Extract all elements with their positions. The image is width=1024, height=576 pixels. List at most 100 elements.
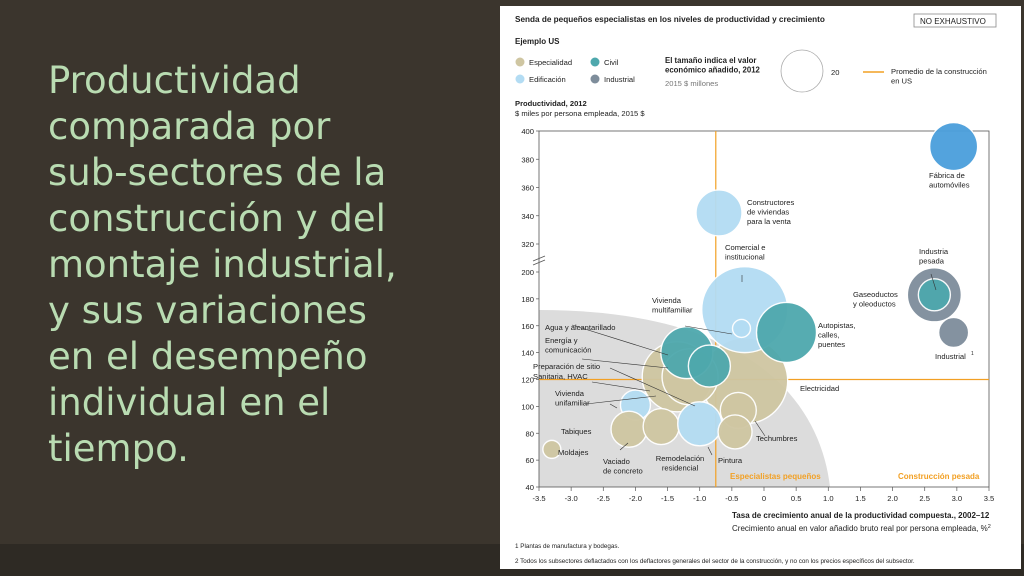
legend-label: Edificación xyxy=(529,75,566,84)
legend-label: Industrial xyxy=(604,75,635,84)
bubble xyxy=(687,344,732,388)
leader-line xyxy=(571,324,669,356)
quadrant-label-left: Especialistas pequeños xyxy=(730,472,821,481)
leader-line xyxy=(619,442,629,451)
axis-break-mark xyxy=(532,259,546,266)
point-label: Comercial e xyxy=(725,243,766,252)
chart-legend: Especialidad Civil Edificación Industrial El… xyxy=(515,49,987,93)
point-label: institucional xyxy=(725,253,765,262)
bubble xyxy=(695,189,743,237)
point-label: Tabiques xyxy=(561,427,592,436)
legend-swatch xyxy=(590,57,600,67)
bubble xyxy=(917,278,952,312)
x-tick-label: 0 xyxy=(762,494,766,503)
point-label: Industrial xyxy=(935,352,966,361)
leader-line xyxy=(754,420,766,437)
y-tick-label: 80 xyxy=(526,429,534,438)
point-label: Fábrica de xyxy=(929,171,965,180)
y-tick-label: 320 xyxy=(521,240,534,249)
point-label: para la venta xyxy=(747,217,792,226)
point-label: Vaciado xyxy=(603,457,630,466)
point-label: Autopistas, xyxy=(818,321,856,330)
point-label: comunicación xyxy=(545,346,591,355)
badge-box xyxy=(913,13,997,28)
x-tick-label: -0.5 xyxy=(725,494,738,503)
point-label: y oleoductos xyxy=(853,300,896,309)
not-exhaustive-badge: NO EXHAUSTIVO xyxy=(920,17,986,26)
x-tick-label: 3.0 xyxy=(952,494,963,503)
x-tick-label: -1.5 xyxy=(661,494,674,503)
size-legend-title: económico añadido, 2012 xyxy=(665,66,761,75)
y-tick-label: 360 xyxy=(521,184,534,193)
x-tick-label: 2.5 xyxy=(919,494,930,503)
y-tick-label: 140 xyxy=(521,349,534,358)
avg-line-label: en US xyxy=(891,77,912,86)
point-label: Agua y alcantarillado xyxy=(545,323,616,332)
plot-area: 40 60 80 100 120 140 160 180 200 320 340 360 380 400 -… xyxy=(521,121,994,503)
x-tick-label: -2.0 xyxy=(629,494,642,503)
point-label: Moldajes xyxy=(558,448,589,457)
x-axis-sublabel: Crecimiento anual en valor añadido bruto… xyxy=(732,524,991,533)
bubble xyxy=(937,316,970,349)
y-tick-label: 60 xyxy=(526,456,534,465)
leader-line xyxy=(707,446,713,456)
point-label-sup: 1 xyxy=(971,351,974,357)
slide-title: Productividad comparada por sub-sectores… xyxy=(48,59,397,470)
leader-line xyxy=(585,395,657,405)
point-label: automóviles xyxy=(929,181,970,190)
size-legend-circle xyxy=(780,49,824,93)
chart-subtitle: Ejemplo US xyxy=(515,37,560,46)
bubble xyxy=(731,318,752,339)
x-tick-label: 0.5 xyxy=(791,494,802,503)
point-label: residencial xyxy=(662,464,699,473)
x-tick-label: -3.5 xyxy=(532,494,545,503)
size-legend-unit: 2015 $ millones xyxy=(665,79,718,88)
x-tick-label: -2.5 xyxy=(597,494,610,503)
bubble xyxy=(755,301,818,364)
point-label: Remodelación xyxy=(656,454,705,463)
y-tick-label: 100 xyxy=(521,402,534,411)
x-axis-sublabel-sup: 2 xyxy=(988,524,991,530)
chart-title: Senda de pequeños especialistas en los n… xyxy=(515,15,825,24)
legend-swatch xyxy=(515,74,525,84)
x-tick-label: 2.0 xyxy=(887,494,898,503)
chart-panel: Senda de pequeños especialistas en los n… xyxy=(500,6,1021,569)
size-legend-title: El tamaño indica el valor xyxy=(665,56,756,65)
quadrant-label-right: Construcción pesada xyxy=(898,472,980,481)
point-label: unifamiliar xyxy=(555,399,590,408)
point-label: Preparación de sitio xyxy=(533,362,600,371)
legend-label: Civil xyxy=(604,58,619,67)
y-tick-label: 340 xyxy=(521,212,534,221)
leader-line xyxy=(609,403,618,409)
avg-line-label: Promedio de la construcción xyxy=(891,67,987,76)
bubble xyxy=(677,401,723,447)
bubble xyxy=(642,407,680,446)
point-label: Techumbres xyxy=(756,434,798,443)
leader-line xyxy=(684,325,733,335)
bubble xyxy=(928,121,979,172)
legend-swatch xyxy=(515,57,525,67)
footnote-1: 1 Plantas de manufactura y bodegas. xyxy=(515,543,620,550)
y-tick-label: 40 xyxy=(526,483,534,492)
x-tick-label: 1.0 xyxy=(823,494,834,503)
axis-break-mark xyxy=(532,255,546,262)
y-tick-label: 400 xyxy=(521,127,534,136)
point-label: Vivienda xyxy=(555,389,585,398)
y-tick-label: 200 xyxy=(521,268,534,277)
point-label: de concreto xyxy=(603,467,643,476)
x-axis-sublabel-text: Crecimiento anual en valor añadido bruto… xyxy=(732,524,988,533)
bubble xyxy=(542,439,562,460)
leader-line xyxy=(581,358,669,369)
point-label: de viviendas xyxy=(747,208,789,217)
leader-line xyxy=(930,273,937,291)
x-axis-label: Tasa de crecimiento anual de la producti… xyxy=(732,511,990,520)
point-label: pesada xyxy=(919,257,945,266)
point-label: Energía y xyxy=(545,336,578,345)
size-legend-value: 20 xyxy=(831,68,839,77)
bubble xyxy=(717,414,753,450)
point-label: puentes xyxy=(818,340,845,349)
y-tick-label: 120 xyxy=(521,376,534,385)
point-label: Electricidad xyxy=(800,384,839,393)
point-label: Sanitaria, HVAC xyxy=(533,372,588,381)
y-axis-sublabel: $ miles por persona empleada, 2015 $ xyxy=(515,109,645,118)
